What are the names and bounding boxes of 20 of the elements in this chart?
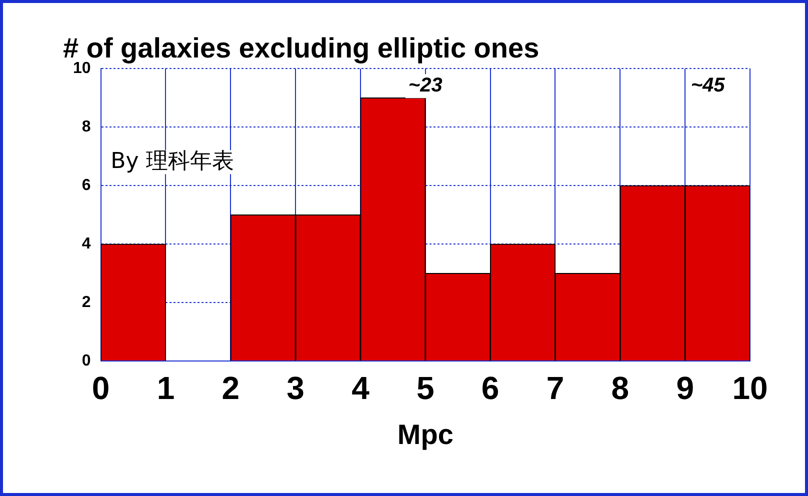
annotation: By 理科年表 — [110, 148, 234, 174]
y-tick-label: 10 — [73, 60, 91, 78]
x-tick-label: 1 — [156, 370, 175, 406]
annotation: ~23 — [408, 74, 442, 97]
y-tick-label: 0 — [82, 352, 91, 370]
x-tick-label: 6 — [481, 370, 500, 406]
x-axis-title: Mpc — [397, 418, 454, 450]
y-tick-label: 2 — [82, 294, 91, 311]
annotation: ~45 — [690, 74, 726, 97]
x-tick-label: 9 — [676, 370, 694, 406]
y-tick-label: 6 — [82, 176, 91, 194]
y-tick-label: 8 — [82, 118, 91, 136]
x-tick-label: 2 — [222, 370, 240, 406]
x-tick-label: 3 — [286, 370, 304, 406]
x-tick-label: 5 — [416, 370, 434, 406]
x-tick-label: 8 — [611, 370, 630, 406]
x-tick-label: 10 — [732, 370, 768, 406]
x-tick-label: 7 — [546, 370, 564, 406]
y-tick-label: 4 — [82, 235, 91, 252]
x-tick-label: 4 — [352, 370, 370, 406]
